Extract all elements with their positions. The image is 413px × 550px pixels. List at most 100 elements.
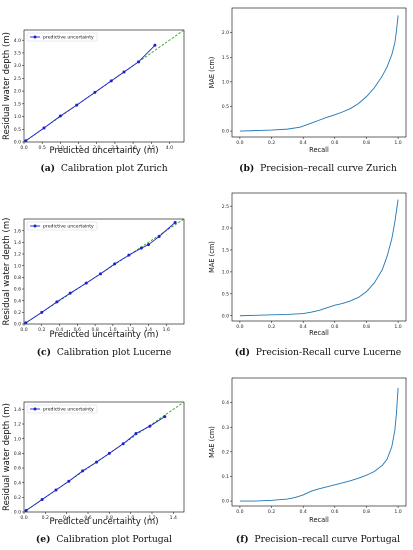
- legend-marker: [33, 224, 37, 228]
- y-tick-label: 0.0: [14, 140, 21, 146]
- y-tick-label: 0.5: [14, 127, 21, 133]
- series-line: [239, 199, 399, 317]
- legend-label: predictive uncertainty: [43, 407, 94, 413]
- x-tick-label: 1.2: [127, 327, 134, 333]
- y-tick-label: 0.0: [14, 322, 21, 328]
- series-line: [25, 416, 166, 511]
- panel-caption: (a) Calibration plot Zurich: [40, 163, 167, 174]
- y-tick-label: 3.0: [14, 63, 21, 69]
- y-tick-label: 0.1: [222, 474, 229, 480]
- data-point: [113, 262, 117, 266]
- caption-text: Calibration plot Zurich: [61, 163, 168, 174]
- x-tick-label: 0.2: [268, 140, 275, 146]
- y-tick-label: 0.4: [14, 298, 21, 304]
- data-point: [81, 469, 85, 473]
- legend-label: predictive uncertainty: [43, 224, 94, 230]
- x-tick-label: 0.4: [300, 509, 307, 515]
- legend-marker: [33, 35, 37, 39]
- y-tick-label: 0.2: [14, 310, 21, 316]
- data-point: [137, 60, 141, 64]
- data-point: [153, 43, 157, 47]
- data-point: [122, 70, 126, 74]
- x-tick-label: 1.0: [394, 324, 401, 330]
- x-tick-label: 0.0: [20, 145, 27, 151]
- x-axis-label: Predicted uncertainty (m): [49, 330, 158, 340]
- y-axis-label: Residual water depth (m): [2, 32, 12, 140]
- x-tick-label: 0.8: [363, 324, 370, 330]
- x-tick-label: 1.4: [145, 327, 152, 333]
- data-point: [146, 243, 150, 247]
- panel-caption: (f) Precision–recall curve Portugal: [236, 534, 400, 545]
- data-point: [109, 79, 113, 83]
- x-tick-label: 0.0: [20, 327, 27, 333]
- panel-b: 0.0 0.2 0.4 0.6 0.8 1.0 0.0 0.5 1.0 1.5 2.0 Recall M…: [208, 7, 407, 174]
- data-point: [95, 460, 99, 464]
- y-tick-label: 0.6: [14, 466, 21, 472]
- axes-frame: [23, 218, 185, 325]
- series-line: [25, 222, 176, 324]
- y-tick-label: 4.0: [14, 38, 21, 44]
- y-axis-label: MAE (cm): [208, 57, 216, 89]
- x-axis-label: Recall: [309, 329, 329, 337]
- data-point: [148, 424, 152, 428]
- y-tick-label: 1.5: [222, 248, 229, 254]
- x-tick-label: 0.2: [268, 324, 275, 330]
- y-tick-label: 0.2: [14, 495, 21, 501]
- caption-text: Precision–recall curve Portugal: [254, 534, 400, 545]
- data-point: [42, 126, 46, 130]
- x-tick-label: 0.2: [38, 327, 45, 333]
- x-tick-label: 0.8: [91, 327, 98, 333]
- y-tick-label: 1.2: [14, 422, 21, 428]
- y-tick-label: 1.0: [14, 263, 21, 269]
- data-point: [121, 442, 125, 446]
- x-tick-label: 0.0: [236, 509, 243, 515]
- caption-text: Calibration plot Lucerne: [57, 347, 171, 358]
- data-point: [139, 246, 143, 250]
- x-tick-label: 1.6: [163, 327, 170, 333]
- x-tick-label: 0.5: [39, 145, 46, 151]
- x-tick-label: 0.6: [331, 140, 338, 146]
- x-tick-label: 0.0: [20, 515, 27, 521]
- y-tick-label: 2.0: [222, 226, 229, 232]
- x-tick-label: 0.4: [300, 324, 307, 330]
- y-axis-label: MAE (cm): [208, 241, 216, 273]
- panel-caption: (e) Calibration plot Portugal: [36, 534, 172, 545]
- legend-box: [26, 404, 98, 414]
- x-tick-label: 0.8: [106, 515, 113, 521]
- y-axis-label: Residual water depth (m): [2, 403, 12, 511]
- reference-diagonal: [23, 401, 185, 513]
- panel-caption: (d) Precision-Recall curve Lucerne: [235, 347, 401, 358]
- y-axis-label: Residual water depth (m): [2, 218, 12, 326]
- y-axis-label: MAE (cm): [208, 426, 216, 458]
- legend-box: [26, 32, 98, 42]
- y-tick-label: 0.0: [222, 499, 229, 505]
- axes-frame: [231, 7, 407, 138]
- legend-label: predictive uncertainty: [43, 35, 94, 41]
- caption-label: (f): [236, 534, 249, 545]
- panel-d: 0.0 0.2 0.4 0.6 0.8 1.0 0.0 0.5 1.0 1.5 2.0 2.5 Reca…: [208, 192, 407, 358]
- y-tick-label: 0.0: [222, 129, 229, 135]
- x-axis-label: Predicted uncertainty (m): [49, 517, 158, 527]
- y-tick-label: 2.5: [222, 204, 229, 210]
- x-tick-label: 1.0: [109, 327, 116, 333]
- data-point: [98, 272, 102, 276]
- y-tick-label: 0.8: [14, 451, 21, 457]
- caption-label: (d): [235, 347, 250, 358]
- y-tick-label: 0.6: [14, 287, 21, 293]
- panel-f: 0.0 0.2 0.4 0.6 0.8 1.00.00.10.20.30.4RecallM…: [208, 377, 407, 545]
- x-axis-label: Recall: [309, 146, 329, 154]
- panel-caption: (c) Calibration plot Lucerne: [37, 347, 172, 358]
- y-tick-label: 1.5: [222, 55, 229, 61]
- y-tick-label: 0.3: [222, 425, 229, 431]
- data-point: [54, 488, 58, 492]
- y-tick-label: 2.5: [14, 76, 21, 82]
- axes-frame: [23, 29, 185, 143]
- y-tick-label: 1.4: [14, 240, 21, 246]
- x-tick-label: 1.4: [170, 515, 177, 521]
- x-tick-label: 0.8: [363, 140, 370, 146]
- y-tick-label: 0.2: [222, 449, 229, 455]
- caption-label: (c): [37, 347, 51, 358]
- axes-frame: [231, 192, 407, 322]
- data-point: [24, 509, 28, 513]
